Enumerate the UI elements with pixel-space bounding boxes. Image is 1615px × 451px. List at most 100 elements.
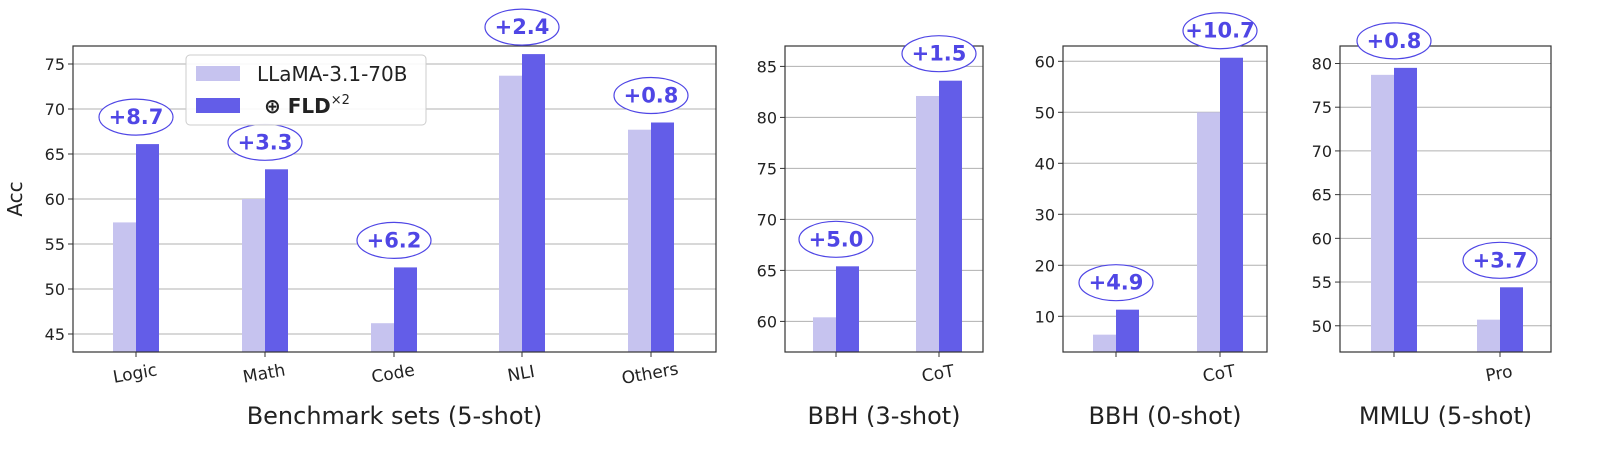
x-tick-label: CoT xyxy=(920,361,956,386)
x-axis-title: BBH (0-shot) xyxy=(1088,402,1241,430)
chart-panel-1: 45 50 55 60 65 70 75 Logic Math Code NLI Others Benc… xyxy=(3,8,717,430)
annotation-ellipse xyxy=(901,35,977,73)
bar-fld xyxy=(651,122,674,352)
axes-frame xyxy=(72,45,717,353)
y-tick-label: 60 xyxy=(1035,52,1055,71)
bar-fld xyxy=(1220,57,1243,352)
y-tick-label: 40 xyxy=(1035,154,1055,173)
annotation-ellipse xyxy=(356,221,432,259)
bar-llama xyxy=(242,199,265,352)
y-tick-label: 45 xyxy=(45,325,65,344)
legend-box xyxy=(185,54,427,126)
bar-llama xyxy=(499,75,522,352)
annotation-label: +0.8 xyxy=(1367,29,1422,53)
bar-fld xyxy=(836,266,859,352)
y-tick-label: 30 xyxy=(1035,205,1055,224)
annotation-ellipse xyxy=(798,220,874,258)
bar-llama xyxy=(113,222,136,352)
improvement-annotation: +2.4 xyxy=(484,8,560,46)
y-tick-label: 75 xyxy=(1312,98,1332,117)
y-tick-label: 70 xyxy=(757,210,777,229)
annotation-label: +4.9 xyxy=(1089,271,1144,295)
improvement-annotation: +3.7 xyxy=(1462,241,1538,279)
annotation-label: +10.7 xyxy=(1185,19,1254,43)
x-tick-label: Pro xyxy=(1484,362,1514,386)
y-tick-label: 70 xyxy=(1312,142,1332,161)
y-tick-label: 60 xyxy=(1312,229,1332,248)
y-tick-label: 60 xyxy=(757,312,777,331)
chart-panel-2: 60 65 70 75 80 85 CoT BBH (3-shot) +5.0 +1.5 xyxy=(757,35,984,430)
annotation-ellipse xyxy=(98,98,174,136)
x-axis-title: MMLU (5-shot) xyxy=(1359,402,1532,430)
annotation-ellipse xyxy=(1182,12,1258,50)
y-tick-label: 65 xyxy=(757,261,777,280)
y-tick-label: 70 xyxy=(45,100,65,119)
chart-panel-3: 10 20 30 40 50 60 CoT BBH (0-shot) +4.9 +10.7 xyxy=(1035,12,1268,430)
legend: LLaMA-3.1-70B ⊕ FLD×2 xyxy=(185,54,427,126)
y-tick-label: 55 xyxy=(1312,273,1332,292)
bar-fld xyxy=(522,54,545,352)
y-tick-label: 80 xyxy=(1312,54,1332,73)
legend-label-llama: LLaMA-3.1-70B xyxy=(257,62,407,86)
y-tick-label: 55 xyxy=(45,235,65,254)
bar-llama xyxy=(813,317,836,352)
bar-fld xyxy=(1500,287,1523,352)
improvement-annotation: +1.5 xyxy=(901,35,977,73)
annotation-label: +6.2 xyxy=(367,228,422,252)
annotation-ellipse xyxy=(484,8,560,46)
annotation-label: +3.3 xyxy=(238,130,293,154)
annotation-label: +2.4 xyxy=(495,15,550,39)
annotation-ellipse xyxy=(613,76,689,115)
legend-swatch-llama xyxy=(196,66,240,81)
bar-fld xyxy=(1116,309,1139,352)
y-tick-label: 50 xyxy=(45,280,65,299)
improvement-annotation: +5.0 xyxy=(798,220,874,258)
annotation-ellipse xyxy=(1356,22,1432,60)
y-tick-label: 50 xyxy=(1312,317,1332,336)
y-tick-label: 65 xyxy=(45,145,65,164)
bar-llama xyxy=(371,323,394,352)
bar-fld xyxy=(939,80,962,353)
legend-swatch-fld xyxy=(196,98,240,113)
axes-frame xyxy=(784,45,984,353)
y-tick-label: 80 xyxy=(757,108,777,127)
y-tick-label: 50 xyxy=(1035,103,1055,122)
x-tick-label: Math xyxy=(241,361,286,388)
bar-llama xyxy=(1371,74,1394,352)
improvement-annotation: +3.3 xyxy=(227,123,303,161)
annotation-label: +5.0 xyxy=(809,227,864,251)
x-tick-label: Others xyxy=(620,359,680,389)
annotation-label: +8.7 xyxy=(109,105,164,129)
x-tick-label: Logic xyxy=(112,360,159,387)
y-tick-label: 85 xyxy=(757,57,777,76)
legend-label-fld: ⊕ FLD×2 xyxy=(264,93,350,118)
y-tick-label: 75 xyxy=(757,159,777,178)
bar-fld xyxy=(265,169,288,352)
improvement-annotation: +0.8 xyxy=(613,76,689,115)
annotation-ellipse xyxy=(1462,241,1538,279)
x-tick-label: Code xyxy=(370,360,416,387)
y-tick-label: 60 xyxy=(45,190,65,209)
bar-llama xyxy=(1197,112,1220,352)
improvement-annotation: +6.2 xyxy=(356,221,432,259)
bar-fld xyxy=(1394,67,1417,352)
y-tick-label: 65 xyxy=(1312,186,1332,205)
y-tick-label: 75 xyxy=(45,55,65,74)
x-tick-label: CoT xyxy=(1201,361,1237,386)
improvement-annotation: +0.8 xyxy=(1356,22,1432,60)
y-tick-label: 10 xyxy=(1035,307,1055,326)
bar-fld xyxy=(136,144,159,352)
bar-llama xyxy=(628,129,651,352)
axes-frame xyxy=(1062,45,1268,353)
improvement-annotation: +8.7 xyxy=(98,98,174,136)
improvement-annotation: +10.7 xyxy=(1182,12,1258,50)
x-tick-label: NLI xyxy=(506,362,536,386)
annotation-label: +3.7 xyxy=(1473,248,1528,272)
bar-llama xyxy=(1093,334,1116,352)
bar-fld xyxy=(394,267,417,352)
y-axis-title: Acc xyxy=(3,181,27,216)
improvement-annotation: +4.9 xyxy=(1078,264,1154,302)
y-tick-label: 20 xyxy=(1035,256,1055,275)
x-axis-title: Benchmark sets (5-shot) xyxy=(247,402,543,430)
